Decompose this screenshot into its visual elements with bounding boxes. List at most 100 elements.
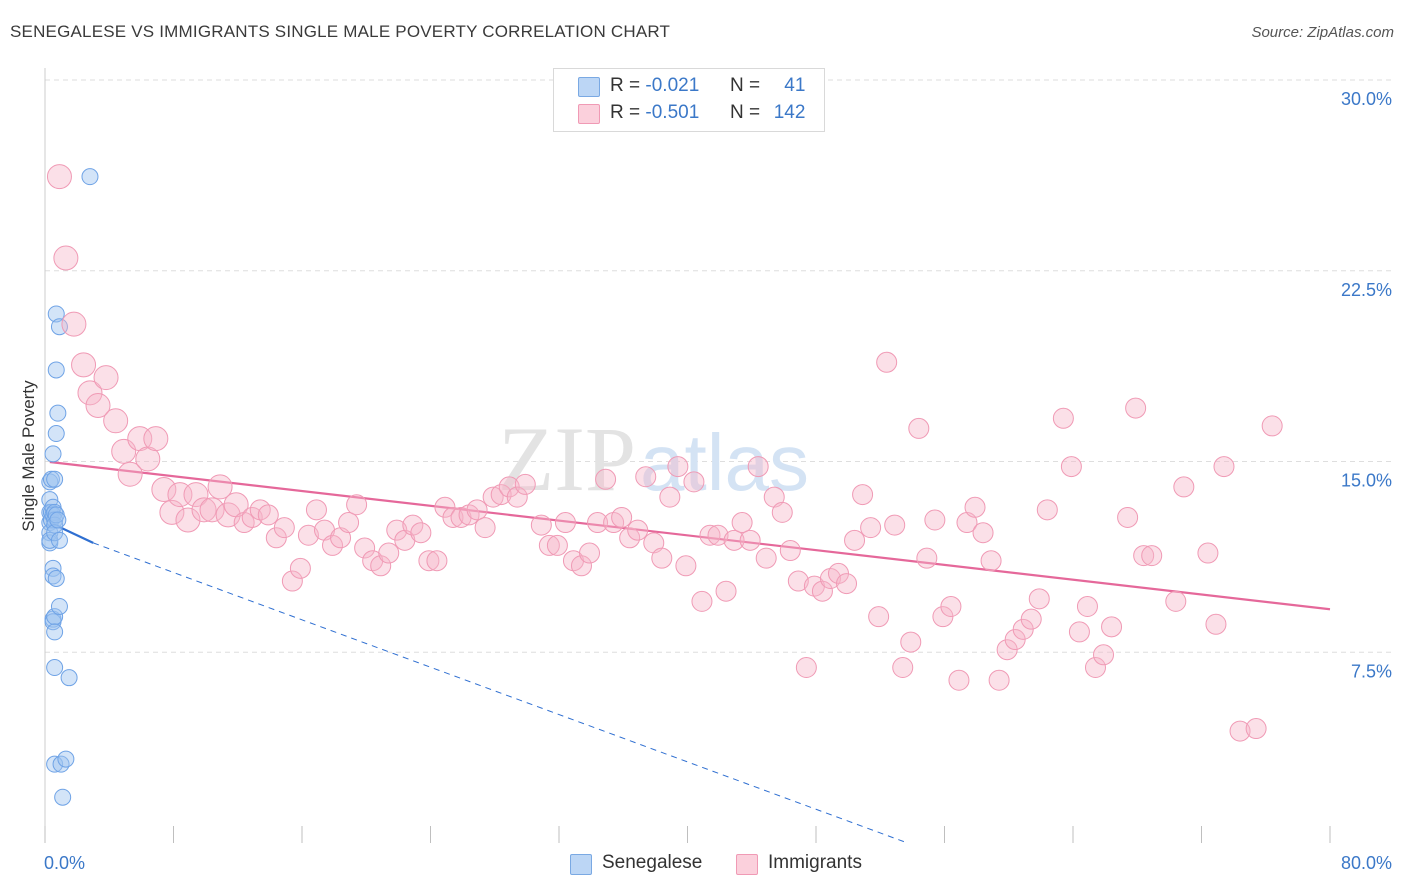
data-point-immigrants bbox=[207, 474, 233, 500]
data-point-immigrants bbox=[1020, 608, 1042, 630]
data-point-immigrants bbox=[811, 580, 833, 602]
data-point-immigrants bbox=[151, 476, 177, 502]
data-point-immigrants bbox=[771, 501, 793, 523]
r-label: R = bbox=[610, 75, 641, 96]
data-point-immigrants bbox=[1133, 545, 1155, 567]
data-point-senegalese bbox=[46, 755, 64, 773]
data-point-immigrants bbox=[289, 557, 311, 579]
data-point-immigrants bbox=[1165, 590, 1187, 612]
data-point-immigrants bbox=[402, 514, 424, 536]
data-point-immigrants bbox=[1141, 545, 1163, 567]
data-point-immigrants bbox=[199, 497, 225, 523]
data-point-senegalese bbox=[47, 361, 65, 379]
data-point-immigrants bbox=[175, 507, 201, 533]
y-tick-label: 7.5% bbox=[1351, 661, 1392, 681]
data-point-immigrants bbox=[354, 537, 376, 559]
data-point-senegalese bbox=[47, 425, 65, 443]
data-point-immigrants bbox=[1173, 476, 1195, 498]
data-point-immigrants bbox=[1076, 595, 1098, 617]
data-point-immigrants bbox=[1028, 588, 1050, 610]
x-tick-label: 0.0% bbox=[44, 853, 85, 873]
data-point-immigrants bbox=[1101, 616, 1123, 638]
r-label: R = bbox=[610, 102, 641, 123]
data-point-immigrants bbox=[305, 499, 327, 521]
data-point-immigrants bbox=[281, 570, 303, 592]
data-point-immigrants bbox=[731, 512, 753, 534]
data-point-immigrants bbox=[1197, 542, 1219, 564]
n-label: N = bbox=[730, 75, 761, 96]
data-point-immigrants bbox=[322, 534, 344, 556]
data-point-immigrants bbox=[297, 524, 319, 546]
data-point-senegalese bbox=[47, 305, 65, 323]
data-point-immigrants bbox=[699, 524, 721, 546]
data-point-immigrants bbox=[900, 631, 922, 653]
data-point-immigrants bbox=[819, 567, 841, 589]
data-point-immigrants bbox=[1052, 407, 1074, 429]
data-point-immigrants bbox=[514, 473, 536, 495]
data-point-immigrants bbox=[554, 512, 576, 534]
correlation-legend: R = -0.021 N = 41 R = -0.501 N = 142 bbox=[553, 68, 825, 132]
gridlines bbox=[45, 79, 1392, 653]
data-point-immigrants bbox=[884, 514, 906, 536]
data-point-senegalese bbox=[46, 659, 64, 677]
data-point-senegalese bbox=[44, 567, 62, 585]
data-point-immigrants bbox=[988, 669, 1010, 691]
data-point-immigrants bbox=[490, 484, 512, 506]
data-point-senegalese bbox=[49, 511, 67, 529]
n-label: N = bbox=[730, 102, 761, 123]
r-value: -0.021 bbox=[645, 75, 700, 96]
data-point-immigrants bbox=[876, 351, 898, 373]
data-point-immigrants bbox=[723, 529, 745, 551]
data-point-immigrants bbox=[530, 514, 552, 536]
data-point-senegalese bbox=[46, 470, 64, 488]
data-point-immigrants bbox=[1068, 621, 1090, 643]
data-point-immigrants bbox=[635, 466, 657, 488]
data-point-immigrants bbox=[570, 555, 592, 577]
y-tick-label: 30.0% bbox=[1341, 89, 1392, 109]
data-point-immigrants bbox=[1084, 657, 1106, 679]
data-point-immigrants bbox=[143, 426, 169, 452]
data-point-immigrants bbox=[627, 519, 649, 541]
data-point-immigrants bbox=[683, 471, 705, 493]
data-point-immigrants bbox=[117, 461, 143, 487]
data-points bbox=[41, 164, 1283, 806]
data-point-immigrants bbox=[916, 547, 938, 569]
data-point-immigrants bbox=[53, 245, 79, 271]
data-point-immigrants bbox=[426, 550, 448, 572]
n-value: 142 bbox=[773, 102, 806, 123]
data-point-immigrants bbox=[659, 486, 681, 508]
data-point-immigrants bbox=[795, 657, 817, 679]
data-point-immigrants bbox=[273, 517, 295, 539]
data-point-immigrants bbox=[410, 522, 432, 544]
data-point-immigrants bbox=[852, 484, 874, 506]
data-point-immigrants bbox=[46, 164, 72, 190]
data-point-immigrants bbox=[346, 494, 368, 516]
data-point-immigrants bbox=[691, 590, 713, 612]
legend-label-senegalese: Senegalese bbox=[602, 852, 703, 873]
data-point-immigrants bbox=[619, 527, 641, 549]
data-point-immigrants bbox=[338, 512, 360, 534]
data-point-senegalese bbox=[57, 750, 75, 768]
data-point-immigrants bbox=[458, 504, 480, 526]
data-point-immigrants bbox=[595, 468, 617, 490]
legend-swatch-immigrants bbox=[736, 854, 758, 875]
data-point-immigrants bbox=[370, 555, 392, 577]
data-point-senegalese bbox=[60, 669, 78, 687]
data-point-immigrants bbox=[787, 570, 809, 592]
data-point-immigrants bbox=[755, 547, 777, 569]
data-point-immigrants bbox=[667, 456, 689, 478]
data-point-immigrants bbox=[482, 486, 504, 508]
data-point-senegalese bbox=[50, 597, 68, 615]
data-point-immigrants bbox=[1205, 613, 1227, 635]
x-tick-label: 80.0% bbox=[1341, 853, 1392, 873]
data-point-immigrants bbox=[233, 512, 255, 534]
data-point-immigrants bbox=[739, 529, 761, 551]
data-point-immigrants bbox=[675, 555, 697, 577]
data-point-immigrants bbox=[964, 496, 986, 518]
data-point-senegalese bbox=[52, 755, 70, 773]
data-point-immigrants bbox=[538, 534, 560, 556]
data-point-immigrants bbox=[61, 311, 87, 337]
data-point-immigrants bbox=[474, 517, 496, 539]
data-point-immigrants bbox=[972, 522, 994, 544]
